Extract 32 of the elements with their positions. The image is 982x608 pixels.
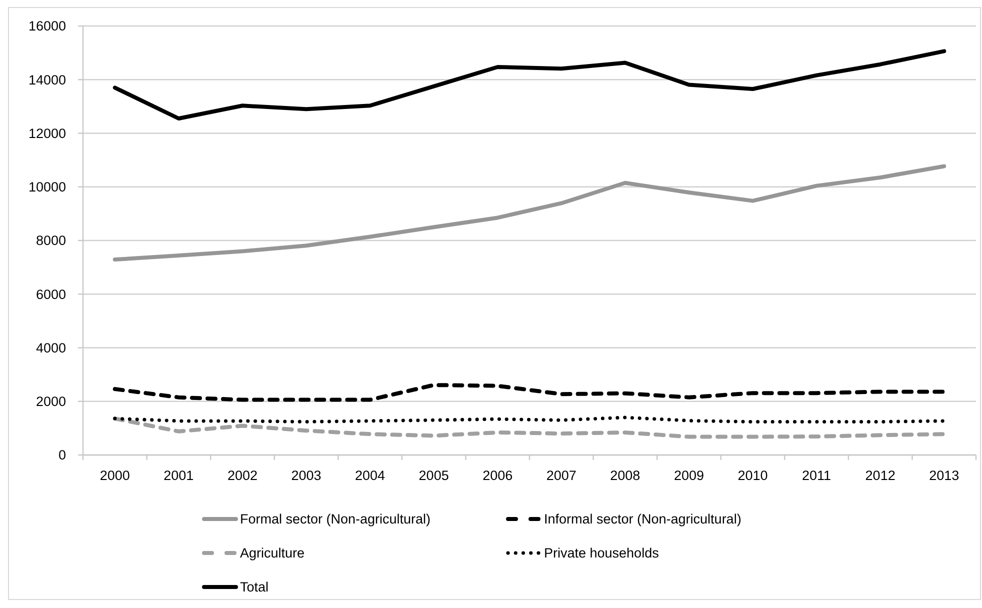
x-tick-label: 2010 xyxy=(738,468,768,483)
x-tick-label: 2012 xyxy=(865,468,896,483)
y-tick-label: 0 xyxy=(58,448,66,463)
x-tick-label: 2005 xyxy=(418,468,449,483)
y-tick-label: 6000 xyxy=(36,286,66,302)
x-tick-label: 2003 xyxy=(291,468,322,483)
legend-label: Agriculture xyxy=(240,546,305,561)
legend-label: Private households xyxy=(544,546,660,561)
line-series xyxy=(112,416,946,439)
x-tick-label: 2013 xyxy=(929,468,960,483)
x-tick-label: 2008 xyxy=(610,468,640,483)
y-tick-label: 10000 xyxy=(28,180,66,195)
y-tick-label: 2000 xyxy=(36,394,66,410)
x-tick-label: 2007 xyxy=(546,468,576,483)
x-tick-label: 2009 xyxy=(674,468,704,483)
line-series xyxy=(112,383,946,402)
y-tick-label: 4000 xyxy=(36,340,66,356)
legend-label: Formal sector (Non-agricultural) xyxy=(240,512,431,527)
legend-label: Informal sector (Non-agricultural) xyxy=(544,512,742,527)
x-tick-label: 2001 xyxy=(164,468,194,483)
line-series xyxy=(112,49,946,121)
line-series xyxy=(112,164,946,262)
x-tick-label: 2006 xyxy=(482,468,513,483)
x-tick-label: 2011 xyxy=(802,468,832,483)
y-tick-label: 8000 xyxy=(36,233,66,248)
x-tick-label: 2002 xyxy=(227,468,258,483)
x-tick-label: 2000 xyxy=(100,468,130,483)
y-tick-label: 12000 xyxy=(28,126,66,141)
legend-label: Total xyxy=(240,580,269,595)
y-tick-label: 14000 xyxy=(28,72,66,88)
y-tick-label: 16000 xyxy=(28,18,66,34)
x-tick-label: 2004 xyxy=(355,468,386,483)
